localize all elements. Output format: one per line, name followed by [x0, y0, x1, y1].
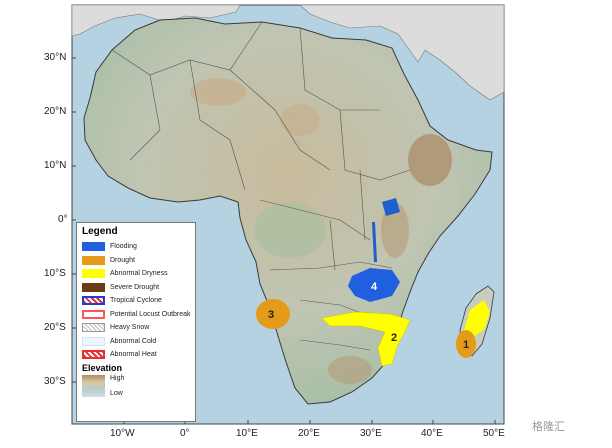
lake-tanganyika: [372, 222, 377, 262]
zone-1-label: 1: [463, 339, 469, 351]
zone-2-abnormal-dryness: [321, 311, 411, 367]
zone-4-label: 4: [371, 281, 378, 293]
flooding-swatch: [82, 242, 105, 252]
legend-items: Flooding Drought Abnormal Dryness Severe…: [82, 240, 191, 362]
legend-item-heavy-snow: Heavy Snow: [82, 321, 190, 335]
elevation-title: Elevation: [82, 362, 123, 373]
tibesti-relief: [280, 104, 320, 136]
legend-item-abnormal-dryness: Abnormal Dryness: [82, 267, 190, 281]
elevation-low-label: Low: [110, 389, 123, 397]
severe-drought-swatch: [82, 282, 105, 292]
legend-label: Abnormal Heat: [110, 351, 157, 359]
legend-item-locust: Potential Locust Outbreak: [82, 308, 191, 322]
abnormal-heat-swatch: [82, 350, 105, 360]
legend-box: Legend Flooding Drought Abnormal Dryness…: [76, 222, 196, 422]
lon-label: 40°E: [421, 428, 443, 439]
lon-label: 20°E: [298, 428, 320, 439]
lake-victoria: [382, 198, 400, 216]
lat-label: 10°S: [44, 268, 66, 279]
lon-label: 50°E: [483, 428, 505, 439]
legend-label: Abnormal Cold: [110, 337, 157, 345]
heavy-snow-swatch: [82, 323, 105, 333]
legend-label: Flooding: [110, 243, 137, 251]
zone-4-flooding: [348, 268, 400, 302]
legend-label: Severe Drought: [110, 283, 160, 291]
lat-label: 20°S: [44, 322, 66, 333]
drakensberg-relief: [328, 356, 372, 384]
lon-label: 10°E: [236, 428, 258, 439]
lon-label: 30°E: [360, 428, 382, 439]
drought-swatch: [82, 255, 105, 265]
europe-landmass: [71, 4, 241, 37]
lon-label: 0°: [180, 428, 190, 439]
legend-title: Legend: [82, 226, 118, 237]
zone-2-label: 2: [391, 332, 397, 344]
legend-item-abnormal-heat: Abnormal Heat: [82, 348, 190, 362]
lat-label: 0°: [58, 214, 68, 225]
legend-label: Potential Locust Outbreak: [110, 310, 191, 318]
elevation-key: High Low: [82, 374, 190, 397]
lat-label: 10°N: [44, 160, 67, 171]
legend-item-tropical-cyclone: Tropical Cyclone: [82, 294, 190, 308]
locust-swatch: [82, 309, 105, 319]
zone-1-drought: [456, 330, 476, 358]
legend-label: Abnormal Dryness: [110, 270, 168, 278]
lat-label: 20°N: [44, 106, 67, 117]
abnormal-dryness-swatch: [82, 269, 105, 279]
axis-ticks: [72, 57, 496, 424]
lat-label: 30°N: [44, 52, 67, 63]
middle-east-landmass: [299, 4, 505, 101]
legend-label: Heavy Snow: [110, 324, 150, 332]
zone-3-label: 3: [268, 309, 274, 321]
lat-label: 30°S: [44, 376, 66, 387]
rift-highlands: [381, 202, 409, 258]
watermark-logo: 格隆汇: [532, 421, 565, 433]
elevation-high-label: High: [110, 374, 125, 382]
legend-label: Drought: [110, 256, 135, 264]
congo-basin: [254, 202, 326, 258]
abnormal-cold-swatch: [82, 336, 105, 346]
legend-item-severe-drought: Severe Drought: [82, 281, 190, 295]
zone-3-drought: [256, 299, 290, 329]
elevation-ramp: [82, 374, 105, 397]
legend-label: Tropical Cyclone: [110, 297, 162, 305]
sahara-relief: [190, 78, 246, 106]
legend-item-abnormal-cold: Abnormal Cold: [82, 335, 190, 349]
ethiopian-highlands: [408, 134, 452, 186]
country-borders: [111, 21, 411, 351]
legend-item-drought: Drought: [82, 254, 190, 268]
madagascar-dryness: [464, 300, 490, 336]
legend-item-flooding: Flooding: [82, 240, 190, 254]
lon-label: 10°W: [110, 428, 135, 439]
tropical-cyclone-swatch: [82, 296, 105, 306]
